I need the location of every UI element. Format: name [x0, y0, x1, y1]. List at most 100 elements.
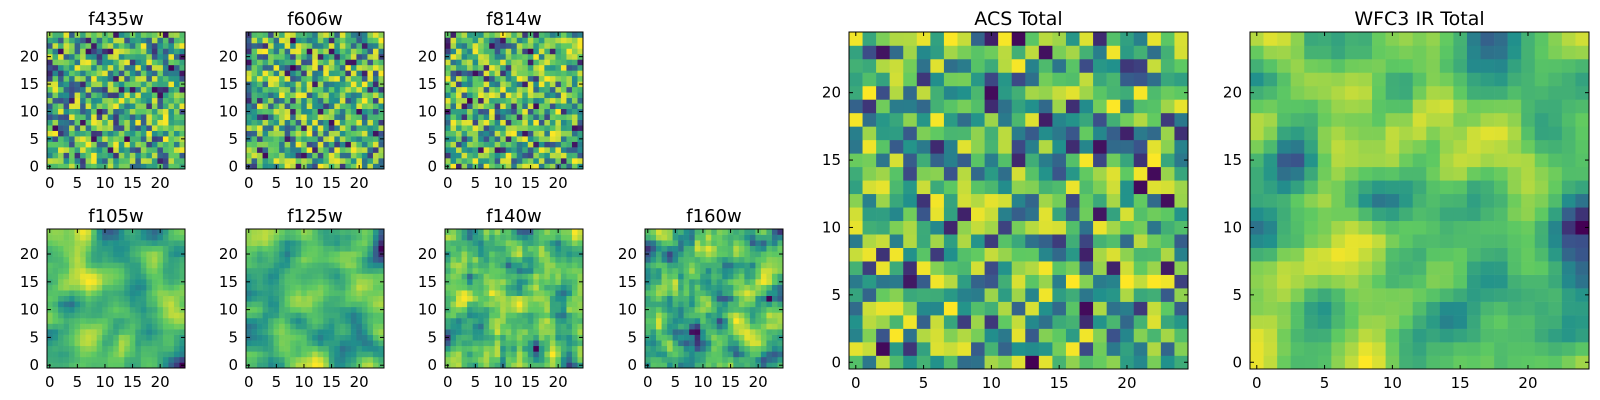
heatmap-cell [162, 317, 169, 324]
heatmap-cell [555, 59, 562, 66]
heatmap-cell [483, 251, 490, 258]
heatmap-cell [494, 251, 501, 258]
heatmap-cell [372, 351, 379, 358]
heatmap-cell [361, 92, 368, 99]
heatmap-cell [96, 262, 103, 269]
heatmap-cell [372, 340, 379, 347]
heatmap-cell [107, 229, 114, 235]
heatmap-cell [262, 301, 269, 308]
heatmap-cell [47, 130, 53, 137]
heatmap-cell [301, 97, 308, 104]
heatmap-cell [91, 81, 97, 88]
heatmap-cell [107, 279, 114, 285]
heatmap-cell [135, 48, 142, 55]
heatmap-cell [140, 42, 147, 49]
heatmap-cell [560, 103, 567, 110]
heatmap-cell [500, 262, 507, 269]
heatmap-cell [295, 251, 302, 258]
heatmap-cell [445, 329, 451, 335]
heatmap-cell [749, 317, 756, 324]
heatmap-cell [118, 356, 125, 363]
heatmap-cell [140, 256, 147, 263]
heatmap-cell [1120, 261, 1135, 275]
heatmap-cell [378, 86, 385, 93]
heatmap-cell [69, 64, 75, 71]
heatmap-cell [450, 306, 457, 313]
heatmap-cell [262, 70, 269, 77]
heatmap-cell [450, 251, 457, 258]
heatmap-cell [361, 340, 368, 347]
heatmap-cell [107, 70, 114, 77]
heatmap-cell [58, 362, 64, 369]
heatmap-cell [483, 229, 490, 235]
heatmap-cell [52, 53, 59, 60]
heatmap-cell [290, 147, 296, 153]
heatmap-cell [711, 251, 718, 258]
heatmap-cell [722, 279, 729, 285]
heatmap-cell [505, 317, 512, 324]
heatmap-cell [549, 317, 556, 324]
heatmap-cell [456, 240, 462, 246]
heatmap-cell [361, 317, 368, 324]
heatmap-cell [361, 125, 368, 131]
heatmap-cell [179, 32, 186, 38]
heatmap-cell [566, 245, 573, 252]
heatmap-cell [862, 328, 877, 343]
heatmap-cell [262, 97, 269, 104]
heatmap-cell [361, 152, 368, 159]
heatmap-cell [372, 323, 379, 330]
heatmap-cell [113, 262, 120, 269]
heatmap-cell [483, 108, 490, 115]
heatmap-cell [577, 317, 584, 324]
heatmap-cell [162, 279, 169, 285]
heatmap-cell [467, 284, 473, 291]
heatmap-cell [472, 81, 479, 88]
heatmap-cell [378, 70, 385, 77]
heatmap-cell [107, 114, 114, 120]
heatmap-cell [63, 48, 70, 55]
heatmap-cell [246, 312, 252, 319]
heatmap-cell [301, 323, 308, 330]
heatmap-cell [711, 290, 718, 297]
heatmap-cell [262, 351, 269, 358]
heatmap-cell [478, 59, 484, 66]
heatmap-cell [516, 306, 523, 313]
heatmap-cell [516, 114, 523, 120]
heatmap-cell [456, 103, 462, 110]
heatmap-cell [52, 152, 59, 159]
heatmap-cell [733, 273, 740, 280]
heatmap-cell [566, 37, 573, 44]
heatmap-cell [52, 163, 59, 170]
heatmap-cell [516, 86, 523, 93]
heatmap-cell [246, 64, 252, 71]
heatmap-cell [157, 152, 164, 159]
heatmap-cell [511, 279, 518, 285]
heatmap-cell [538, 53, 545, 60]
heatmap-cell [140, 48, 147, 55]
heatmap-cell [903, 355, 918, 370]
heatmap-cell [522, 119, 529, 126]
heatmap-cell [472, 262, 479, 269]
heatmap-cell [69, 97, 75, 104]
heatmap-cell [538, 279, 545, 285]
heatmap-cell [533, 53, 540, 60]
heatmap-cell [456, 295, 462, 302]
heatmap-cell [118, 64, 125, 71]
heatmap-cell [323, 340, 330, 347]
heatmap-cell [1133, 247, 1148, 262]
heatmap-cell [656, 284, 662, 291]
heatmap-cell [1011, 315, 1026, 329]
heatmap-cell [645, 262, 651, 269]
heatmap-cell [527, 48, 534, 55]
heatmap-cell [450, 301, 457, 308]
heatmap-cell [943, 220, 958, 235]
heatmap-cell [500, 323, 507, 330]
heatmap-cell [339, 229, 346, 235]
heatmap-cell [483, 125, 490, 131]
heatmap-cell [667, 362, 673, 369]
heatmap-cell [511, 323, 518, 330]
heatmap-cell [1160, 315, 1175, 329]
heatmap-cell [1065, 166, 1080, 181]
heatmap-cell [755, 295, 762, 302]
heatmap-cell [672, 351, 679, 358]
